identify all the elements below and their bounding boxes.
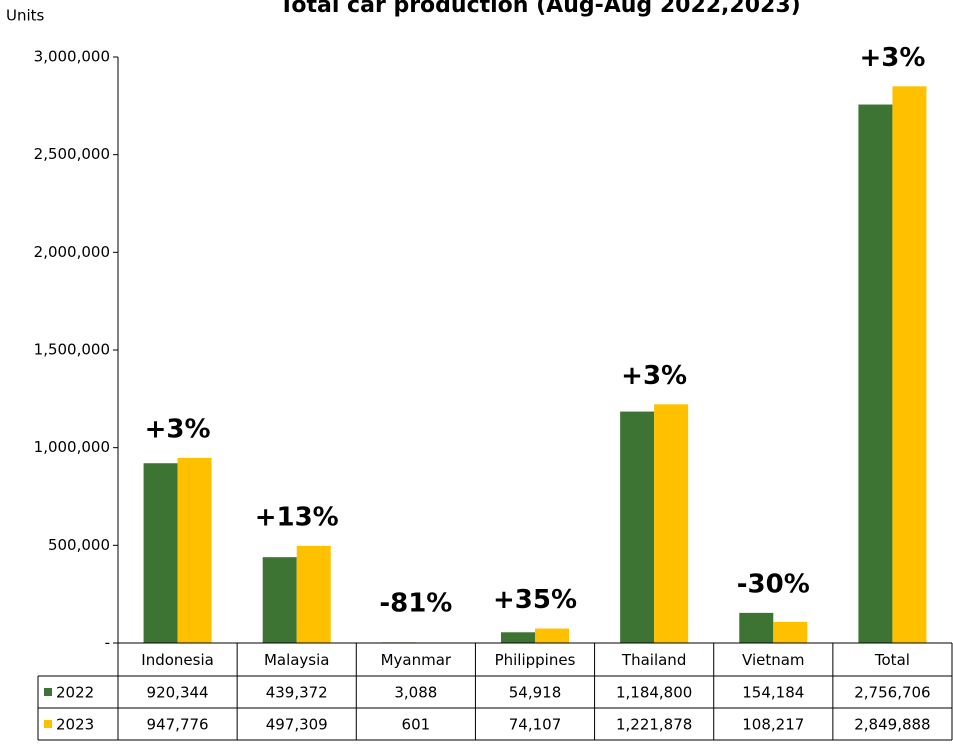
bar (177, 457, 212, 643)
y-tick-label: - (105, 634, 110, 652)
table-value: 74,107 (509, 716, 562, 734)
x-tick-label: Myanmar (381, 651, 452, 669)
y-axis-label: Units (6, 7, 45, 25)
table-value: 947,776 (147, 716, 209, 734)
chart-title: Total car production (Aug-Aug 2022,2023) (279, 0, 800, 18)
x-tick-label: Indonesia (141, 651, 214, 669)
y-tick-label: 3,000,000 (34, 48, 110, 66)
table-value: 54,918 (509, 684, 562, 702)
bar (739, 612, 774, 643)
x-tick-label: Thailand (621, 651, 686, 669)
bar (773, 621, 808, 643)
bar (654, 404, 689, 643)
table-value: 3,088 (394, 684, 437, 702)
x-tick-label: Philippines (495, 651, 576, 669)
bar (501, 632, 535, 643)
y-tick-label: 2,500,000 (34, 145, 110, 163)
annotation: +3% (859, 43, 925, 73)
table-value: 2,849,888 (854, 716, 930, 734)
table-value: 1,221,878 (616, 716, 692, 734)
y-tick-label: 500,000 (48, 536, 110, 554)
annotation: -30% (737, 569, 810, 599)
table-value: 108,217 (742, 716, 804, 734)
legend-swatch (44, 720, 52, 728)
bar (892, 86, 927, 643)
table-value: 497,309 (266, 716, 328, 734)
annotation: -81% (379, 589, 452, 619)
table-value: 920,344 (147, 684, 209, 702)
bar (535, 628, 569, 643)
annotation: +3% (621, 361, 687, 391)
bar (858, 104, 893, 643)
x-tick-label: Malaysia (264, 651, 330, 669)
annotation: +3% (145, 414, 211, 444)
y-tick-label: 1,500,000 (34, 341, 110, 359)
y-tick-label: 2,000,000 (34, 243, 110, 261)
bar (620, 411, 655, 643)
table-value: 601 (402, 716, 431, 734)
annotation: +13% (255, 502, 339, 532)
table-value: 1,184,800 (616, 684, 692, 702)
legend-label: 2022 (56, 684, 94, 702)
bar (143, 463, 178, 643)
table-value: 154,184 (742, 684, 804, 702)
table-value: 439,372 (266, 684, 328, 702)
x-tick-label: Vietnam (742, 651, 805, 669)
legend-label: 2023 (56, 716, 94, 734)
table-value: 2,756,706 (854, 684, 930, 702)
y-tick-label: 1,000,000 (34, 438, 110, 456)
bar (296, 545, 331, 643)
annotation: +35% (493, 585, 577, 615)
legend-swatch (44, 688, 52, 696)
bar (262, 557, 297, 643)
x-tick-label: Total (874, 651, 910, 669)
